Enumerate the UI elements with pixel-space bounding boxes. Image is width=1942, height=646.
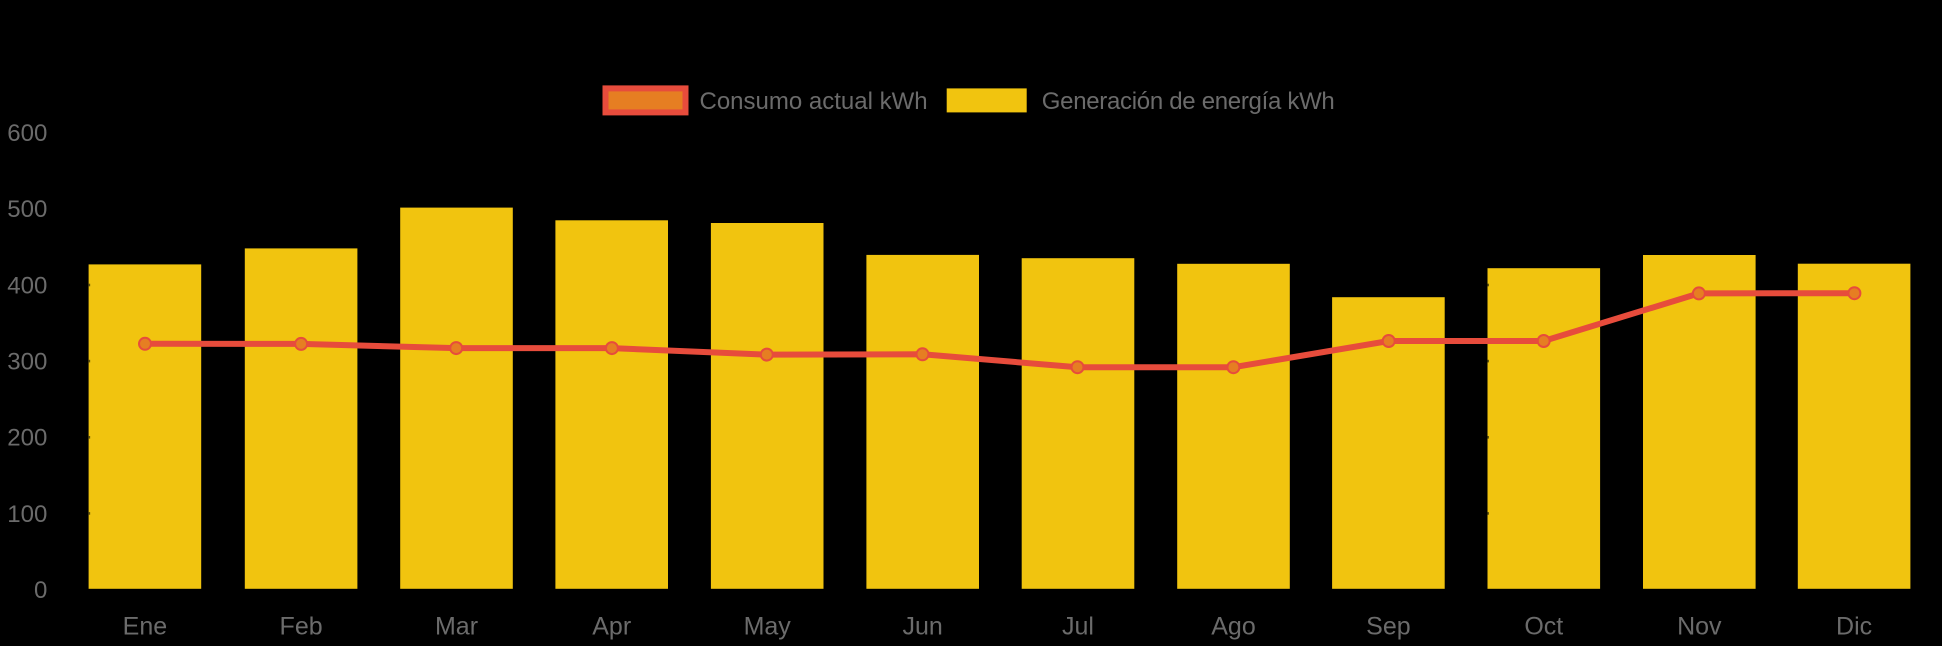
svg-text:May: May bbox=[744, 612, 792, 640]
svg-text:300: 300 bbox=[7, 349, 47, 376]
svg-text:Nov: Nov bbox=[1677, 612, 1722, 640]
svg-text:Consumo actual kWh: Consumo actual kWh bbox=[700, 88, 928, 115]
svg-text:Ene: Ene bbox=[123, 612, 167, 640]
svg-text:500: 500 bbox=[7, 196, 47, 223]
svg-text:400: 400 bbox=[7, 272, 47, 299]
svg-text:Dic: Dic bbox=[1836, 612, 1872, 640]
svg-text:100: 100 bbox=[7, 501, 47, 528]
svg-text:Ago: Ago bbox=[1211, 612, 1255, 640]
svg-text:Mar: Mar bbox=[435, 612, 478, 640]
svg-text:Sep: Sep bbox=[1366, 612, 1410, 640]
svg-text:Generación de energía kWh: Generación de energía kWh bbox=[1042, 88, 1335, 115]
svg-text:600: 600 bbox=[7, 120, 47, 147]
svg-text:200: 200 bbox=[7, 425, 47, 452]
svg-text:Apr: Apr bbox=[592, 612, 631, 640]
svg-text:Feb: Feb bbox=[280, 612, 323, 640]
svg-text:0: 0 bbox=[34, 577, 47, 604]
svg-text:Oct: Oct bbox=[1524, 612, 1563, 640]
svg-text:Jul: Jul bbox=[1062, 612, 1094, 640]
svg-text:Jun: Jun bbox=[903, 612, 943, 640]
